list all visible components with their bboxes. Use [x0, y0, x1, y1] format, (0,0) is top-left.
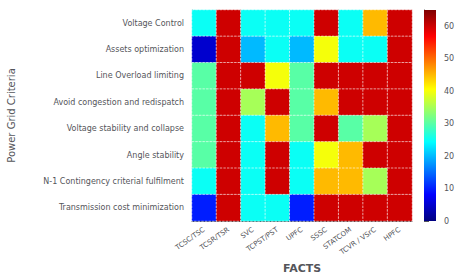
svg-text:30: 30: [444, 119, 454, 128]
svg-text:TCSC/TSC: TCSC/TSC: [174, 225, 207, 252]
svg-text:FACTS: FACTS: [283, 262, 321, 275]
svg-text:TCSR/TSR: TCSR/TSR: [198, 226, 231, 253]
svg-text:Voltage Control: Voltage Control: [123, 19, 184, 28]
svg-text:UPFC: UPFC: [285, 226, 305, 243]
svg-text:Transmission cost minimization: Transmission cost minimization: [58, 203, 184, 212]
svg-text:Power Grid Criteria: Power Grid Criteria: [6, 68, 17, 163]
svg-text:HPFC: HPFC: [382, 226, 402, 243]
svg-text:Voltage stability and collapse: Voltage stability and collapse: [67, 124, 184, 133]
svg-text:0: 0: [444, 217, 449, 226]
svg-text:SSSC: SSSC: [309, 226, 329, 243]
svg-text:Angle stability: Angle stability: [127, 151, 184, 160]
svg-text:50: 50: [444, 54, 454, 63]
svg-text:STATCOM: STATCOM: [321, 225, 354, 252]
svg-text:20: 20: [444, 152, 454, 161]
svg-text:N-1 Contingency criterial fulf: N-1 Contingency criterial fulfilment: [43, 177, 184, 186]
svg-text:TCPST/PST: TCPST/PST: [244, 225, 280, 254]
svg-text:TCVR / VSrC: TCVR / VSrC: [338, 226, 378, 257]
svg-text:Line Overload limiting: Line Overload limiting: [96, 71, 184, 80]
svg-text:40: 40: [444, 87, 454, 96]
svg-text:Assets optimization: Assets optimization: [106, 45, 184, 54]
svg-text:10: 10: [444, 184, 454, 193]
svg-text:Avoid congestion and redispatc: Avoid congestion and redispatch: [53, 98, 184, 107]
svg-text:60: 60: [444, 22, 454, 31]
svg-text:SVC: SVC: [239, 226, 255, 241]
